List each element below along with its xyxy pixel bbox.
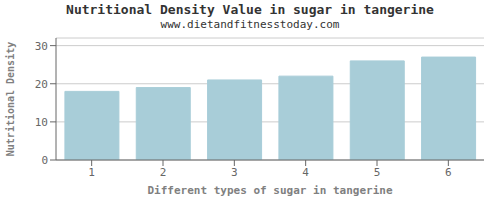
- svg-text:30: 30: [35, 40, 48, 53]
- html-text:www.dietandfitnesstoday.com: www.dietandfitnesstoday.com: [160, 18, 340, 31]
- html-text:Nutritional Density Value in s: Nutritional Density Value in sugar in ta…: [66, 2, 434, 17]
- svg-text:Nutritional Density: Nutritional Density: [8, 42, 16, 156]
- svg-text:20: 20: [35, 78, 48, 91]
- svg-text:0: 0: [41, 154, 48, 167]
- svg-text:3: 3: [231, 166, 238, 179]
- svg-text:4: 4: [302, 166, 309, 179]
- svg-text:10: 10: [35, 116, 48, 129]
- svg-text:1: 1: [88, 166, 95, 179]
- svg-text:2: 2: [160, 166, 167, 179]
- svg-text:Different types of sugar in ta: Different types of sugar in tangerine: [147, 184, 392, 197]
- svg-text:6: 6: [445, 166, 452, 179]
- svg-text:5: 5: [374, 166, 381, 179]
